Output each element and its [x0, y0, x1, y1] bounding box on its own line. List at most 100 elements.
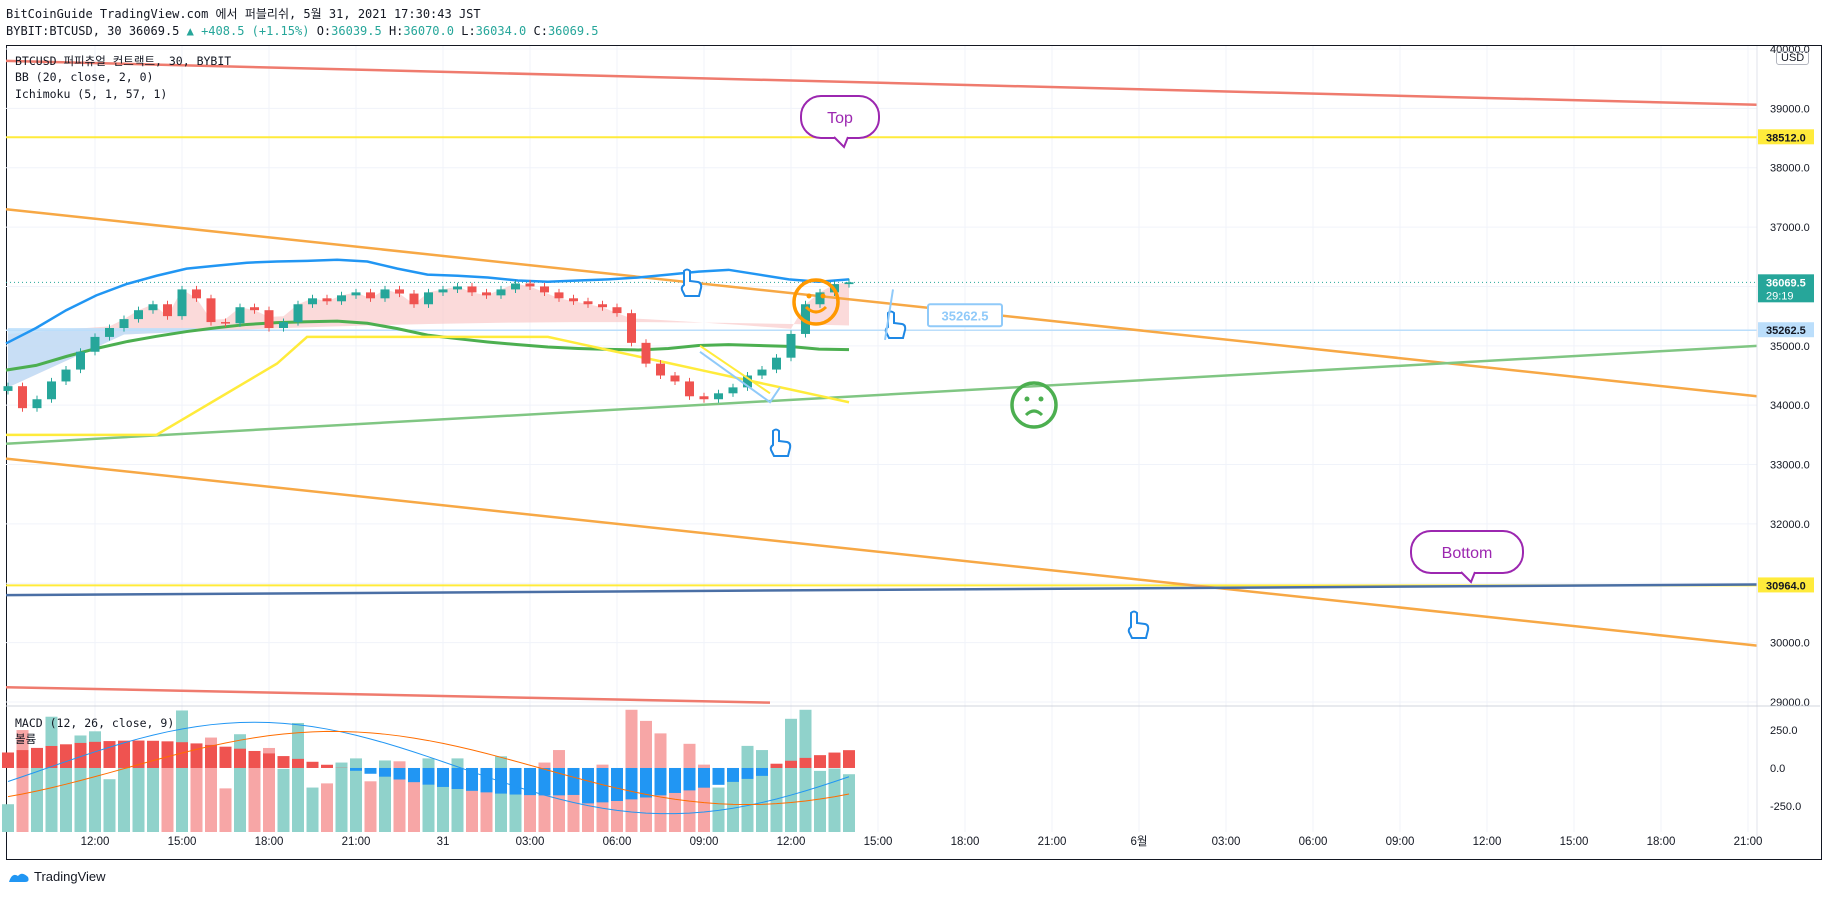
volume-bar — [524, 783, 536, 832]
legend-bb[interactable]: BB (20, close, 2, 0) — [15, 70, 154, 84]
candle-body — [540, 286, 549, 293]
tradingview-brand[interactable]: TradingView — [8, 869, 106, 884]
callout-top: Top — [800, 95, 880, 149]
happy-face-icon-eye — [820, 293, 826, 299]
volume-bar — [45, 716, 58, 832]
candle-body — [105, 328, 114, 337]
time-tick-label: 15:00 — [864, 836, 893, 848]
low-value: 36034.0 — [475, 24, 527, 38]
candle-body — [569, 298, 578, 302]
trendline-red-upper — [5, 59, 1758, 107]
price-label: 30964.0 — [1766, 580, 1806, 592]
price-tick-label: 33000.0 — [1770, 460, 1810, 472]
candle-body — [18, 386, 27, 409]
volume-bar — [292, 722, 304, 832]
time-tick-label: 18:00 — [255, 836, 284, 848]
price-tick-label: 40000.0 — [1770, 44, 1810, 56]
volume-bar — [176, 710, 188, 832]
candle-body — [583, 301, 593, 305]
candle-body — [134, 310, 143, 320]
macd-histogram-bar — [727, 767, 739, 782]
change-label: ▲ +408.5 (+1.15%) — [186, 24, 310, 38]
ohlc-header: BYBIT:BTCUSD, 30 36069.5 ▲ +408.5 (+1.15… — [6, 24, 599, 38]
candle-body — [453, 286, 462, 290]
candle-body — [757, 369, 767, 376]
candle-body — [554, 292, 564, 299]
tradingview-logo-icon — [9, 873, 29, 882]
macd-histogram-bar — [190, 743, 203, 768]
candle-body — [496, 289, 506, 296]
candle-body — [612, 307, 622, 314]
macd-histogram-bar — [712, 767, 725, 785]
price-tick-label: 37000.0 — [1770, 222, 1810, 234]
macd-histogram-bar — [161, 741, 174, 768]
candle-body — [119, 319, 129, 329]
time-tick-label: 18:00 — [951, 836, 980, 848]
trendline-orange-mid — [5, 208, 1758, 398]
macd-histogram-bar — [698, 767, 710, 788]
macd-histogram-bar — [2, 752, 14, 768]
time-tick-label: 09:00 — [1386, 836, 1415, 848]
candle-body — [3, 386, 13, 391]
macd-histogram-bar — [74, 742, 87, 768]
time-tick-label: 21:00 — [1734, 836, 1763, 848]
pointing-hand-icon — [680, 268, 703, 297]
macd-histogram-bar — [567, 767, 580, 795]
macd-tick-label: -250.0 — [1770, 801, 1801, 813]
macd-histogram-bar — [89, 741, 101, 768]
candle-body — [670, 375, 680, 382]
low-label: L: — [461, 24, 476, 38]
legend-ichimoku[interactable]: Ichimoku (5, 1, 57, 1) — [15, 87, 168, 101]
candle-body — [743, 375, 752, 388]
price-tick-label: 32000.0 — [1770, 519, 1810, 531]
grid — [6, 46, 1757, 832]
time-tick-label: 15:00 — [1560, 836, 1589, 848]
macd-histogram-bar — [495, 767, 507, 794]
candle-body — [264, 310, 274, 329]
macd-histogram-bar — [103, 741, 116, 768]
publish-header: BitCoinGuide TradingView.com 에서 퍼블리쉬, 5월… — [6, 7, 481, 21]
candle-body — [221, 322, 230, 324]
macd-histogram-bar — [31, 747, 43, 768]
macd-histogram-bar — [263, 753, 275, 768]
volume-bar — [350, 758, 362, 832]
time-tick-label: 21:00 — [342, 836, 371, 848]
macd-histogram-bar — [176, 742, 188, 768]
candle-body — [351, 292, 361, 296]
candle-body — [177, 289, 187, 317]
legend-macd[interactable]: MACD (12, 26, close, 9) — [15, 716, 175, 730]
candle-body — [206, 298, 216, 323]
volume-bar — [741, 745, 754, 832]
macd-histogram-bar — [45, 745, 58, 768]
macd-histogram-bar — [393, 767, 406, 780]
volume-bar — [147, 750, 159, 832]
open-value: 36039.5 — [331, 24, 382, 38]
candle-body — [293, 304, 303, 323]
confused-face-icon-eye — [1038, 396, 1044, 402]
volume-bar — [321, 783, 333, 832]
close-value: 36069.5 — [547, 24, 599, 38]
chart-frame[interactable] — [6, 45, 1822, 860]
time-tick-label: 06:00 — [1299, 836, 1328, 848]
currency-button[interactable]: USD — [1776, 51, 1810, 65]
candle-body — [844, 282, 854, 285]
axes: 29000.030000.031000.032000.033000.034000… — [6, 44, 1820, 848]
price-box-label: 35262.5 — [942, 308, 989, 323]
macd-histogram-bar — [799, 757, 812, 768]
price-box — [927, 303, 1003, 328]
volume-bar — [219, 788, 232, 832]
callout-top-label: Top — [827, 110, 853, 127]
macd-histogram-bar — [538, 767, 551, 796]
macd-tick-label: 0.0 — [1770, 763, 1785, 775]
macd-histogram-bar — [466, 767, 478, 791]
macd-histogram-bar — [306, 761, 319, 768]
legend-volume[interactable]: 볼륨 — [15, 732, 37, 746]
high-label: H: — [388, 24, 404, 38]
pointing-hand-icon — [769, 428, 792, 457]
macd-histogram-bar — [147, 740, 159, 768]
candle-body — [424, 292, 433, 305]
volume-bar — [785, 718, 797, 832]
volume-bar — [495, 756, 507, 832]
candle-body — [438, 289, 448, 293]
